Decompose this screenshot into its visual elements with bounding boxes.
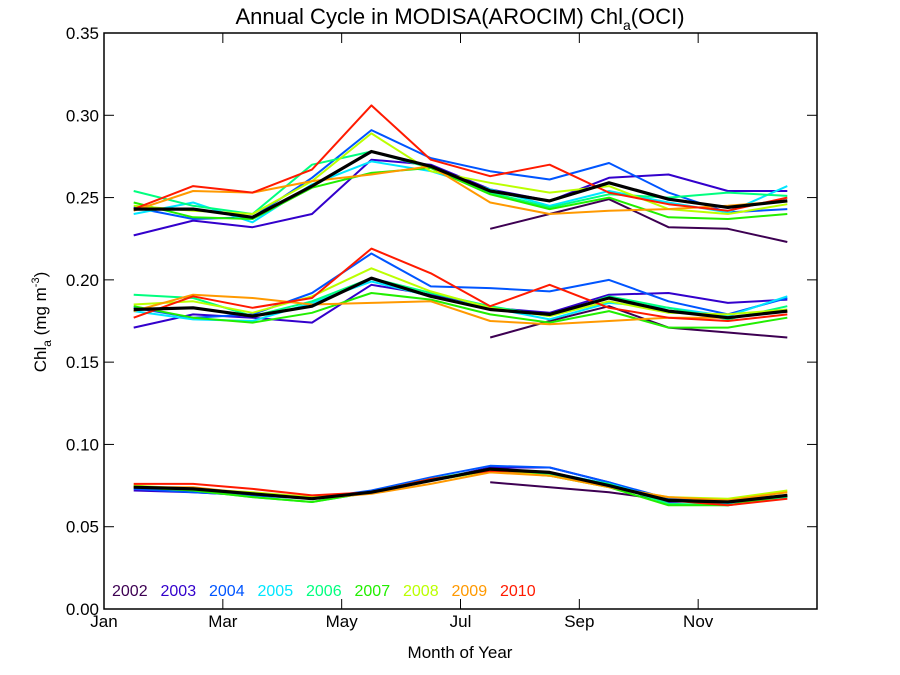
y-tick-label: 0.05 bbox=[66, 518, 99, 537]
legend-item-2003: 2003 bbox=[161, 583, 197, 600]
y-tick-label: 0.20 bbox=[66, 271, 99, 290]
x-axis-label: Month of Year bbox=[408, 643, 513, 662]
series-2007-upper-line bbox=[133, 166, 788, 220]
y-tick-label: 0.30 bbox=[66, 106, 99, 125]
x-tick-label: Nov bbox=[683, 612, 714, 631]
legend-item-2005: 2005 bbox=[258, 583, 294, 600]
legend-item-2010: 2010 bbox=[500, 583, 536, 600]
y-tick-label: 0.15 bbox=[66, 353, 99, 372]
y-tick-label: 0.35 bbox=[66, 24, 99, 43]
x-tick-label: Jul bbox=[450, 612, 472, 631]
legend-item-2007: 2007 bbox=[355, 583, 391, 600]
y-axis: 0.00 0.05 0.10 0.15 0.20 0.25 0.30 0.35 bbox=[66, 24, 817, 619]
series-2007-middle-line bbox=[133, 292, 788, 329]
x-tick-label: May bbox=[326, 612, 359, 631]
series-2002-upper-line bbox=[489, 198, 788, 243]
series-2006-upper-line bbox=[133, 150, 788, 215]
x-tick-label: Sep bbox=[564, 612, 594, 631]
x-tick-label: Jan bbox=[90, 612, 117, 631]
series-2004-lower-line bbox=[133, 464, 788, 503]
series-2008-middle-line bbox=[133, 267, 788, 318]
legend-item-2002: 2002 bbox=[112, 583, 148, 600]
y-axis-label: Chla (mg m-3) bbox=[30, 272, 54, 373]
series-mean-upper-line bbox=[133, 149, 788, 219]
x-tick-label: Mar bbox=[208, 612, 238, 631]
legend-item-2008: 2008 bbox=[403, 583, 439, 600]
series-2003-upper-line bbox=[133, 158, 788, 237]
legend-item-2004: 2004 bbox=[209, 583, 245, 600]
y-tick-label: 0.00 bbox=[66, 600, 99, 619]
y-tick-label: 0.10 bbox=[66, 435, 99, 454]
series-2010-upper-line bbox=[133, 104, 788, 212]
series-mean-middle-line bbox=[133, 276, 788, 320]
y-tick-label: 0.25 bbox=[66, 189, 99, 208]
chart-title: Annual Cycle in MODISA(AROCIM) Chla(OCI) bbox=[235, 4, 684, 33]
legend-item-2006: 2006 bbox=[306, 583, 342, 600]
legend: 2002 2003 2004 2005 2006 2007 2008 2009 2010 bbox=[112, 583, 536, 600]
legend-item-2009: 2009 bbox=[452, 583, 488, 600]
x-axis: Jan Mar May Jul Sep Nov bbox=[90, 33, 714, 631]
series-mean-lower-line bbox=[133, 467, 788, 504]
series-2010-middle-line bbox=[133, 247, 788, 322]
plot-lines bbox=[133, 104, 788, 507]
